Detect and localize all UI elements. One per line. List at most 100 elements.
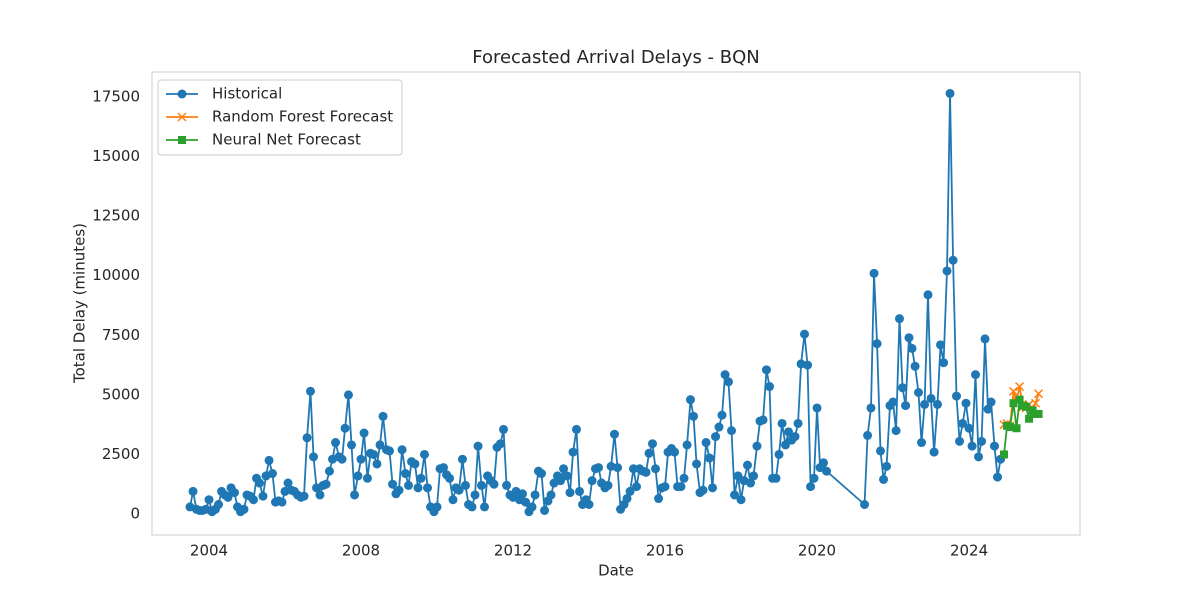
point — [901, 401, 911, 411]
point — [989, 441, 999, 451]
point — [331, 438, 341, 448]
point — [239, 504, 249, 514]
point — [188, 486, 198, 496]
point — [223, 492, 233, 502]
point — [692, 459, 702, 469]
legend-frame — [157, 79, 403, 156]
point — [575, 486, 585, 496]
point — [423, 483, 433, 493]
point — [410, 459, 420, 469]
point — [1008, 386, 1019, 396]
point — [473, 441, 483, 451]
point — [730, 490, 740, 500]
point — [641, 467, 651, 477]
point — [385, 446, 395, 456]
point — [714, 422, 724, 432]
point — [907, 343, 917, 353]
point — [343, 390, 353, 400]
point — [324, 466, 334, 476]
point — [879, 474, 889, 484]
point — [305, 386, 315, 396]
legend-label: Neural Net Forecast — [212, 131, 361, 149]
point — [717, 410, 727, 420]
point — [594, 463, 604, 473]
point — [309, 452, 319, 462]
point — [948, 255, 958, 265]
legend-label: Historical — [212, 85, 282, 103]
point — [438, 463, 448, 473]
point — [983, 404, 993, 414]
y-tick-label: 17500 — [92, 88, 140, 106]
point — [967, 441, 977, 451]
point — [448, 495, 458, 505]
chart-title: Forecasted Arrival Delays - BQN — [472, 47, 760, 68]
point — [869, 268, 879, 278]
point — [866, 403, 876, 413]
point — [904, 333, 914, 343]
point — [632, 482, 642, 492]
y-tick-label: 0 — [130, 505, 140, 523]
point — [761, 365, 771, 375]
point — [647, 439, 657, 449]
point — [818, 458, 828, 468]
point — [977, 436, 987, 446]
point — [682, 440, 692, 450]
point — [926, 393, 936, 403]
point — [622, 494, 632, 504]
x-axis-label: Date — [598, 562, 634, 580]
point — [470, 490, 480, 500]
point — [1009, 399, 1018, 408]
point — [562, 471, 572, 481]
point — [765, 382, 775, 392]
point — [419, 449, 429, 459]
point — [502, 480, 512, 490]
point — [780, 440, 790, 450]
point — [822, 466, 832, 476]
point — [362, 473, 372, 483]
point — [945, 88, 955, 98]
point — [394, 485, 404, 495]
point — [1034, 409, 1043, 418]
point — [936, 340, 946, 350]
point — [727, 426, 737, 436]
point — [356, 454, 366, 464]
point — [736, 495, 746, 505]
point — [457, 454, 467, 464]
point — [803, 360, 813, 370]
point — [939, 358, 949, 368]
point — [644, 448, 654, 458]
point — [670, 447, 680, 457]
point — [416, 473, 426, 483]
point — [894, 314, 904, 324]
point — [565, 488, 575, 498]
point — [784, 427, 794, 437]
point — [758, 415, 768, 425]
point — [480, 502, 490, 512]
point — [267, 469, 277, 479]
point — [499, 424, 509, 434]
point — [476, 480, 486, 490]
point — [806, 482, 816, 492]
point — [530, 490, 540, 500]
point — [974, 452, 984, 462]
plot-frame — [151, 71, 1081, 536]
point — [986, 397, 996, 407]
point — [1006, 423, 1015, 432]
point — [980, 334, 990, 344]
point — [518, 489, 528, 499]
point — [651, 464, 661, 474]
point — [177, 89, 187, 99]
x-tick-label: 2024 — [950, 542, 988, 560]
point — [537, 469, 547, 479]
point — [1015, 395, 1024, 404]
point — [685, 395, 695, 405]
point — [863, 430, 873, 440]
point — [929, 447, 939, 457]
point — [749, 471, 759, 481]
point — [177, 112, 187, 122]
point — [372, 459, 382, 469]
point — [378, 411, 388, 421]
point — [609, 429, 619, 439]
point — [958, 418, 968, 428]
